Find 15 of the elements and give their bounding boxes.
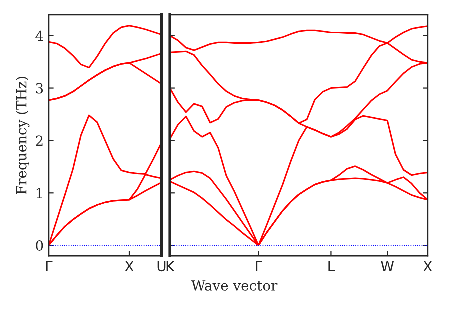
x-tick-label: K	[166, 261, 175, 272]
y-tick-label: 0	[36, 240, 44, 252]
x-tick-label: Γ	[256, 261, 262, 272]
y-axis-title: Frequency (THz)	[16, 77, 30, 194]
y-tick-label: 2	[36, 136, 43, 146]
x-tick-label: X	[125, 261, 134, 272]
x-tick-label: U	[158, 261, 166, 272]
x-tick-label: X	[424, 261, 432, 272]
y-tick-label: 3	[36, 83, 44, 94]
y-tick-label: 1	[36, 188, 42, 198]
x-tick-label: W	[381, 261, 394, 272]
x-axis-title: Wave vector	[191, 280, 278, 291]
x-tick-label: L	[328, 261, 336, 272]
y-tick-label: 4	[36, 30, 44, 42]
x-tick-label: Γ	[46, 261, 53, 272]
